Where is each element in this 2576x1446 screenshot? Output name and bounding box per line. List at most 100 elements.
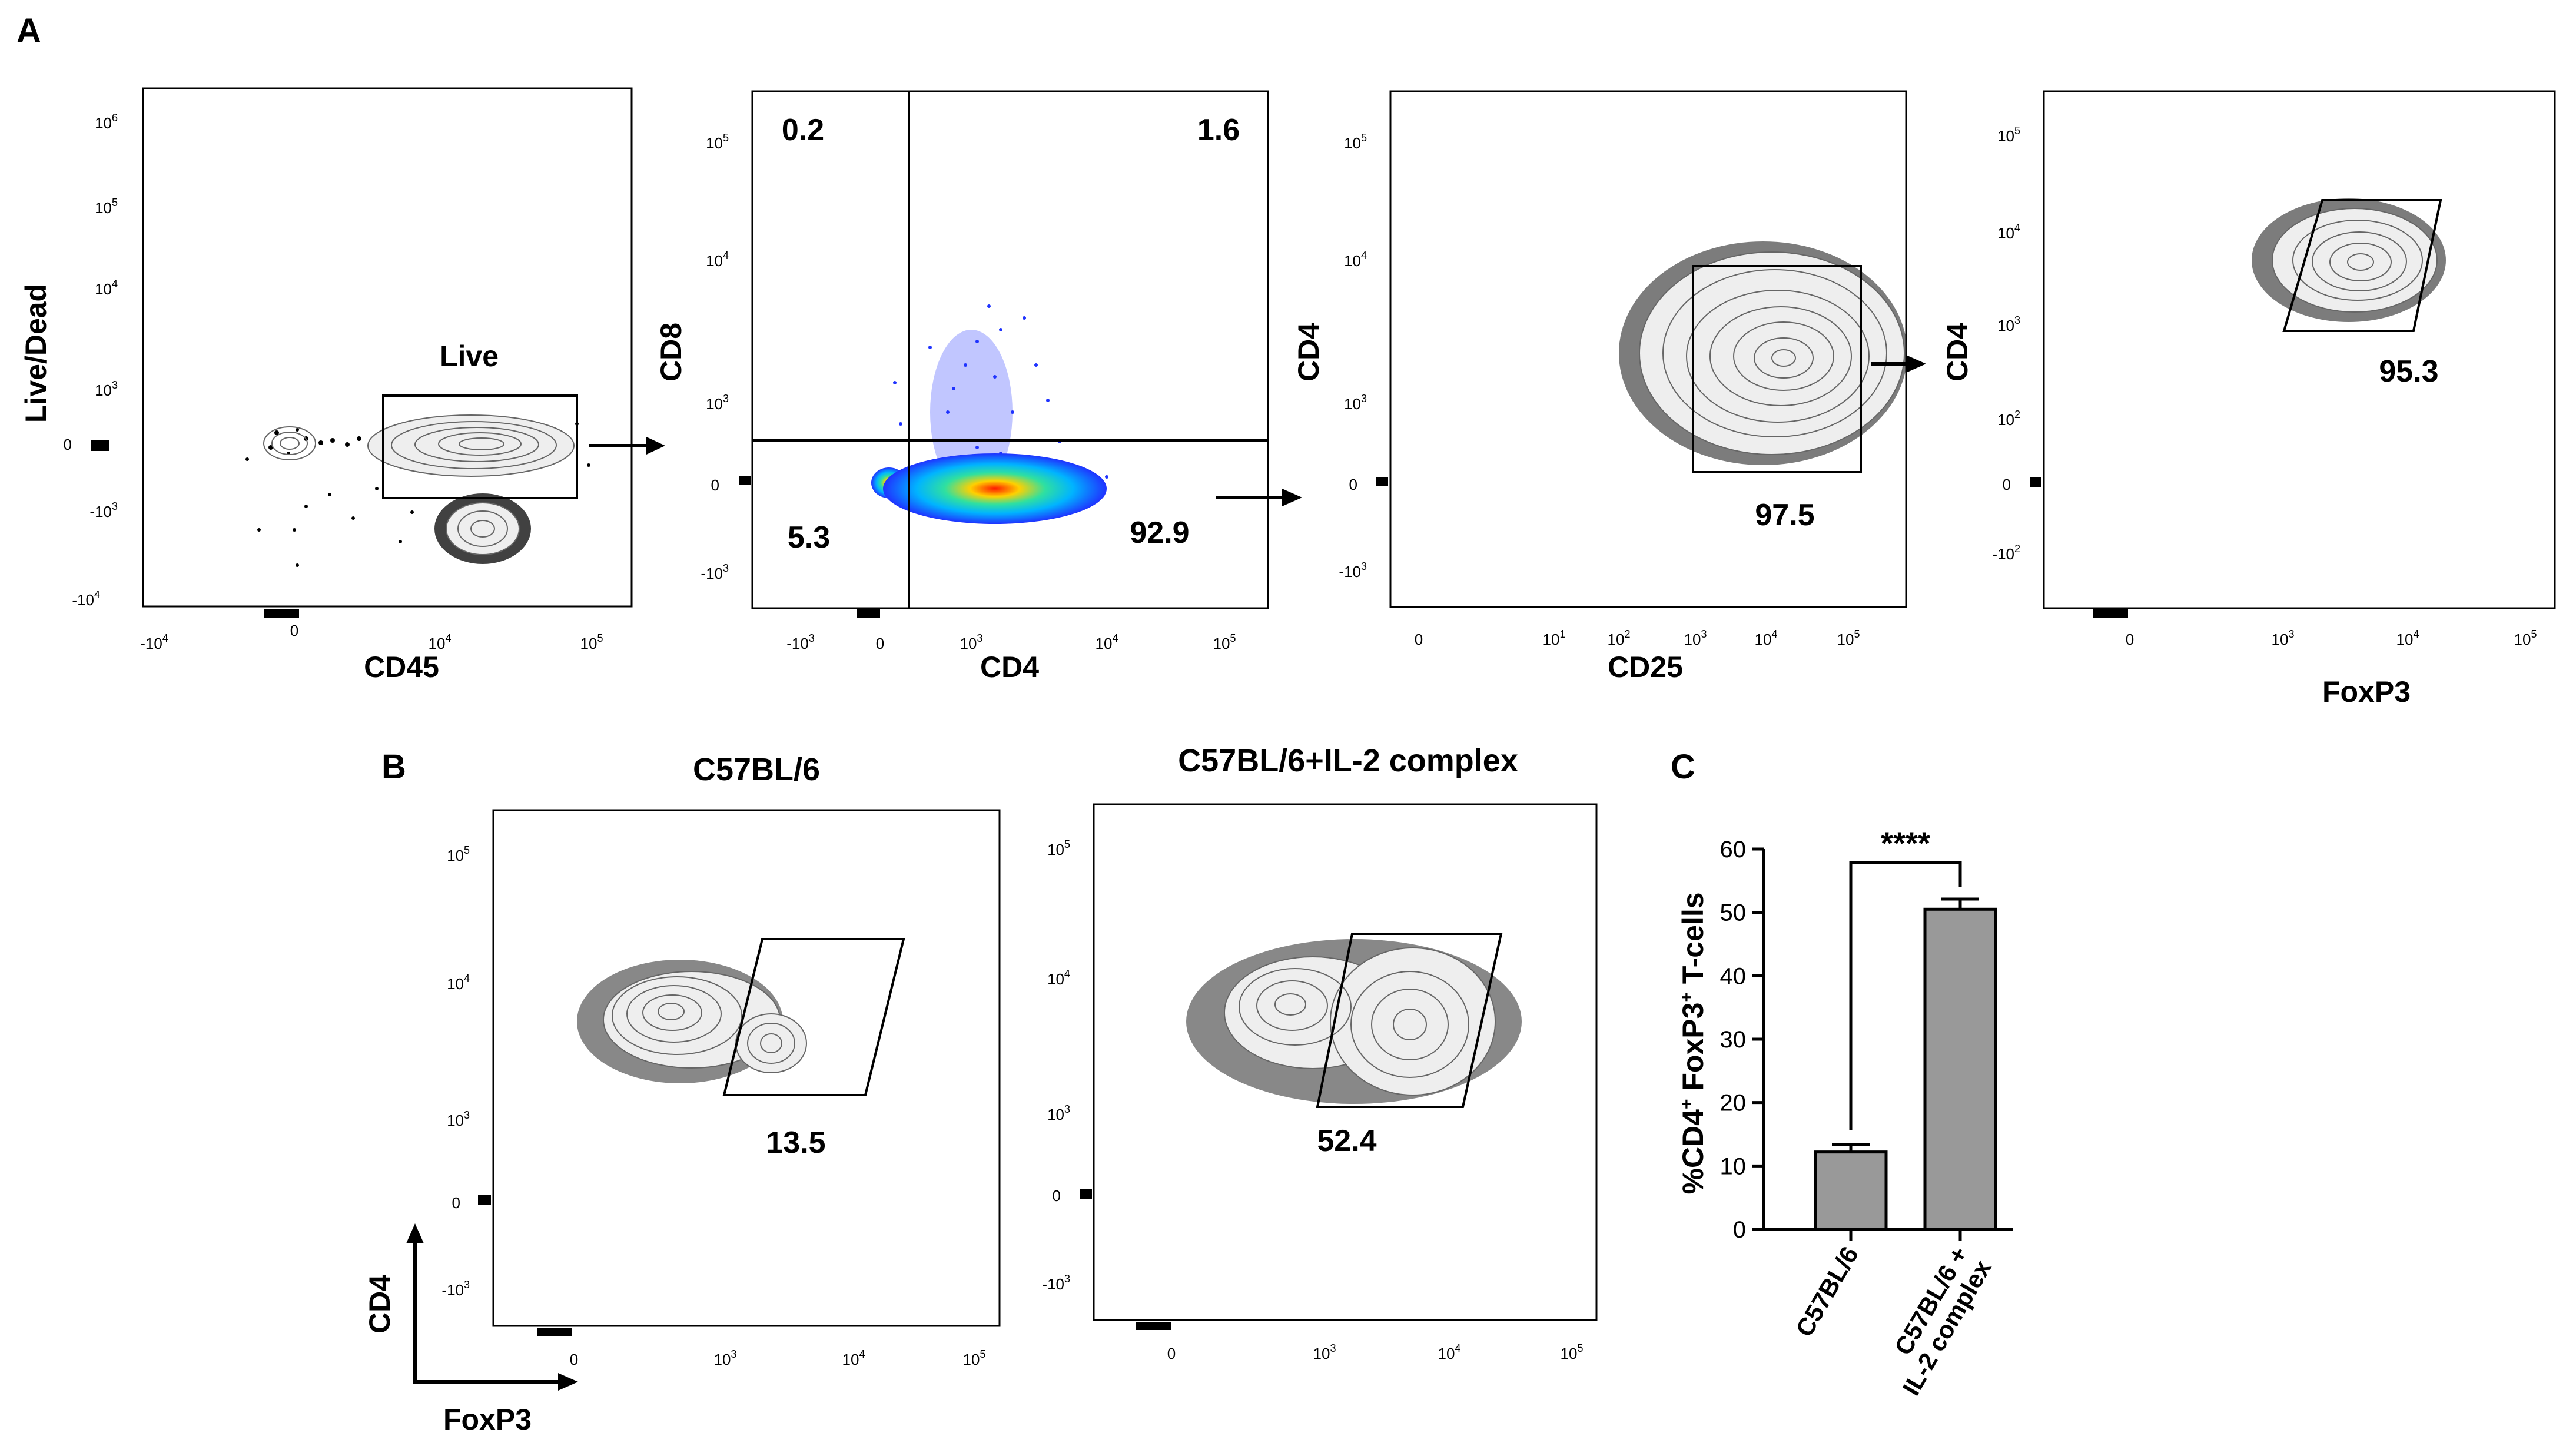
axis-key-x-label: FoxP3 xyxy=(443,1403,532,1436)
svg-text:105: 105 xyxy=(706,132,729,152)
plot-b2-yticks: 105 104 103 0 -103 xyxy=(1042,838,1070,1293)
plot-a2-yticks: 105 104 103 0 -103 xyxy=(701,132,729,582)
chart-significance-label: **** xyxy=(1881,826,1930,861)
plot-b2: C57BL/6+IL-2 complex 52.4 105 104 103 0 … xyxy=(1042,743,1598,1362)
svg-text:105: 105 xyxy=(1837,628,1860,648)
plot-a2-axis-marks xyxy=(739,476,880,618)
plot-a4-xlabel: FoxP3 xyxy=(2322,675,2411,708)
plot-a1-yticks: 106 105 104 103 0 -103 -104 xyxy=(64,112,118,609)
svg-text:0: 0 xyxy=(876,635,884,652)
svg-text:-104: -104 xyxy=(72,589,100,609)
plot-a3: 97.5 CD25 CD4 105 104 103 0 -103 0 101 1… xyxy=(1292,90,1926,684)
axis-key: CD4 FoxP3 xyxy=(363,1223,578,1436)
plot-b2-xticks: 0 103 104 105 xyxy=(1167,1342,1584,1362)
svg-text:103: 103 xyxy=(1313,1342,1336,1362)
plot-b1-xticks: 0 103 104 105 xyxy=(570,1348,986,1368)
svg-text:105: 105 xyxy=(1561,1342,1584,1362)
svg-text:105: 105 xyxy=(95,197,118,217)
plot-b1-frame xyxy=(492,809,1001,1327)
chart-category-label: C57BL/6 +IL-2 complex xyxy=(1874,1241,1997,1399)
svg-text:-103: -103 xyxy=(786,632,815,652)
chart-category-label: C57BL/6 xyxy=(1790,1242,1864,1341)
chart-ytick-label: 30 xyxy=(1720,1027,1747,1053)
plot-a2-ylabel: CD8 xyxy=(655,323,688,382)
svg-text:103: 103 xyxy=(95,379,118,399)
svg-text:104: 104 xyxy=(1344,250,1367,270)
svg-text:101: 101 xyxy=(1543,628,1566,648)
panel-label-b: B xyxy=(381,748,406,786)
plot-a4-yticks: 105 104 103 102 0 -102 xyxy=(1992,125,2020,563)
svg-text:104: 104 xyxy=(2396,628,2419,648)
svg-text:0: 0 xyxy=(1349,476,1357,493)
plot-a2: 0.2 1.6 5.3 92.9 CD4 CD8 105 104 103 0 -… xyxy=(655,90,1302,684)
plot-a3-ylabel: CD4 xyxy=(1292,323,1325,382)
chart-ylabel: %CD4+ FoxP3+ T-cells xyxy=(1677,892,1709,1194)
plot-a1-frame xyxy=(142,87,633,608)
svg-text:105: 105 xyxy=(447,844,470,864)
plot-a1-contours xyxy=(263,414,575,555)
plot-b1-axis-marks xyxy=(478,1195,572,1336)
plot-a4: 95.3 FoxP3 CD4 105 104 103 102 0 -102 0 … xyxy=(1941,90,2556,708)
plot-b1-gate xyxy=(722,938,905,1096)
plot-a4-gate-value: 95.3 xyxy=(2379,354,2438,389)
plot-b2-frame xyxy=(1093,803,1598,1321)
svg-text:-102: -102 xyxy=(1992,543,2020,563)
arrow-a1-head xyxy=(646,437,665,455)
plot-b2-axis-marks xyxy=(1080,1189,1171,1330)
svg-text:103: 103 xyxy=(1997,314,2020,334)
svg-text:103: 103 xyxy=(1047,1103,1070,1123)
svg-text:104: 104 xyxy=(429,632,452,652)
svg-text:0: 0 xyxy=(1415,631,1423,648)
plot-a4-xticks: 0 103 104 105 xyxy=(2126,628,2537,648)
svg-text:105: 105 xyxy=(963,1348,986,1368)
plot-b2-title: C57BL/6+IL-2 complex xyxy=(1178,743,1518,778)
plot-b1-gate-value: 13.5 xyxy=(766,1126,825,1160)
arrow-a3-head xyxy=(1906,355,1926,373)
svg-text:104: 104 xyxy=(1047,968,1070,988)
svg-text:104: 104 xyxy=(1755,628,1778,648)
plot-a4-ylabel: CD4 xyxy=(1941,323,1974,382)
bar-chart: %CD4+ FoxP3+ T-cells 0 10 20 30 40 50 60 C57BL… xyxy=(1677,826,2013,1400)
plot-b1-title: C57BL/6 xyxy=(693,752,820,787)
plot-a1-live-gate xyxy=(382,394,578,499)
chart-significance: **** xyxy=(1849,826,1962,1130)
svg-text:102: 102 xyxy=(1997,409,2020,429)
chart-bar xyxy=(1814,1150,1888,1231)
plot-a3-yticks: 105 104 103 0 -103 xyxy=(1339,132,1367,581)
plot-a2-xticks: -103 0 103 104 105 xyxy=(786,632,1236,652)
chart-bars xyxy=(1814,897,1997,1241)
plot-a4-gate xyxy=(2282,199,2442,332)
chart-ytick-label: 60 xyxy=(1720,837,1747,863)
svg-text:105: 105 xyxy=(2514,628,2537,648)
svg-text:-103: -103 xyxy=(1042,1273,1070,1293)
svg-text:-103: -103 xyxy=(441,1279,470,1299)
svg-text:105: 105 xyxy=(580,632,603,652)
svg-text:0: 0 xyxy=(452,1194,460,1212)
plot-b1-contours xyxy=(603,971,807,1073)
svg-text:0: 0 xyxy=(711,476,719,494)
plot-a3-contours xyxy=(1639,251,1905,455)
plot-a1-ylabel: Live/Dead xyxy=(19,284,52,423)
plot-a4-frame xyxy=(2043,90,2556,609)
svg-text:103: 103 xyxy=(1344,393,1367,413)
svg-text:104: 104 xyxy=(1096,632,1118,652)
svg-text:103: 103 xyxy=(706,393,729,413)
panel-label-a: A xyxy=(16,12,41,50)
svg-text:105: 105 xyxy=(1213,632,1236,652)
svg-text:104: 104 xyxy=(1438,1342,1461,1362)
plot-a2-q-lr: 92.9 xyxy=(1130,516,1189,550)
plot-a2-frame xyxy=(751,90,1269,609)
plot-a3-axis-marks xyxy=(1376,477,1388,486)
plot-b1: C57BL/6 13.5 105 104 103 0 -103 0 103 10… xyxy=(441,752,1001,1368)
plot-a4-contours xyxy=(2272,208,2438,313)
plot-a4-axis-marks xyxy=(2030,477,2128,618)
svg-text:103: 103 xyxy=(960,632,983,652)
chart-significance-bracket xyxy=(1849,861,1962,1130)
plot-a2-cd4-cluster xyxy=(883,453,1107,524)
plot-a1-axis-marks xyxy=(91,440,299,618)
plot-b2-gate xyxy=(1316,933,1503,1108)
svg-text:103: 103 xyxy=(1684,628,1707,648)
svg-text:0: 0 xyxy=(1167,1345,1176,1362)
svg-text:105: 105 xyxy=(1997,125,2020,145)
